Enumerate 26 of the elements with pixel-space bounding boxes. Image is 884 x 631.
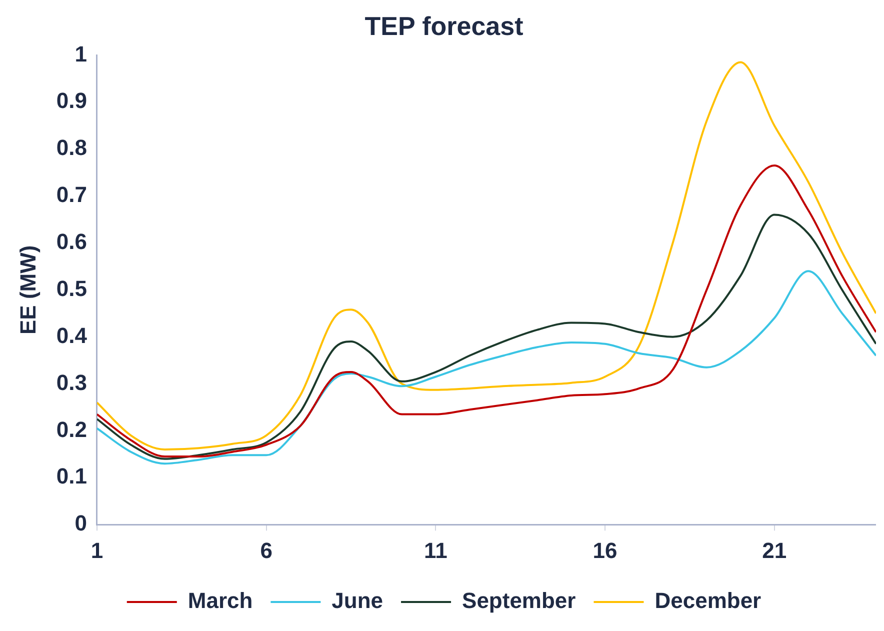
chart-title: TEP forecast (364, 10, 524, 41)
y-tick-label: 0.5 (56, 276, 87, 301)
y-tick-label: 0.1 (56, 464, 87, 489)
line-series (96, 61, 876, 450)
x-tick-label: 16 (592, 538, 618, 563)
y-tick-label: 0.9 (56, 88, 87, 114)
y-tick-label: 0.2 (56, 416, 87, 442)
x-tick-label: 1 (90, 538, 104, 563)
legend-label: June (332, 588, 384, 614)
y-tick-label: 0.4 (56, 322, 88, 348)
x-tick-label: 21 (762, 538, 787, 563)
line-series (96, 270, 876, 465)
y-tick-label: 0.3 (56, 370, 87, 395)
y-tick-label: 0 (74, 510, 87, 536)
y-tick-label: 0.6 (56, 229, 87, 254)
y-tick-label: 0.7 (56, 182, 87, 208)
y-tick-label: 1 (74, 41, 87, 66)
legend-label: September (462, 588, 576, 614)
x-tick-label: 11 (424, 538, 448, 563)
y-axis-title: EE (MW) (15, 245, 40, 334)
line-series (96, 214, 876, 460)
legend-label: December (654, 588, 762, 614)
y-tick-label: 0.8 (56, 135, 87, 160)
legend-label: March (188, 588, 253, 614)
x-tick-label: 6 (260, 538, 272, 563)
line-series (96, 164, 876, 458)
